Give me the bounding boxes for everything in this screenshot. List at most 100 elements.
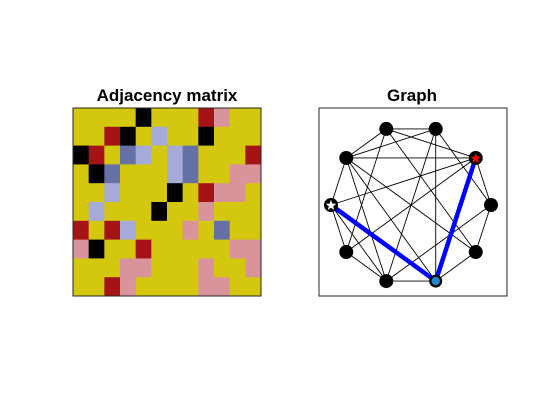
matrix-cell <box>73 183 90 203</box>
matrix-cell <box>135 126 152 146</box>
graph-node <box>379 121 394 136</box>
matrix-cell <box>88 258 105 278</box>
matrix-cell <box>229 239 246 259</box>
matrix-cell <box>73 202 90 222</box>
matrix-cell <box>135 164 152 184</box>
matrix-cell <box>120 220 137 240</box>
matrix-cell <box>245 277 262 297</box>
graph-edge <box>345 157 387 282</box>
matrix-cell <box>88 126 105 146</box>
matrix-cell <box>182 164 199 184</box>
graph-node <box>379 274 394 289</box>
matrix-cell <box>104 108 121 128</box>
matrix-cell <box>135 239 152 259</box>
matrix-cell <box>198 202 215 222</box>
matrix-cell <box>151 239 168 259</box>
matrix-cell <box>167 239 184 259</box>
matrix-cell <box>167 164 184 184</box>
matrix-cell <box>167 258 184 278</box>
adjacency-matrix-title: Adjacency matrix <box>97 86 238 105</box>
matrix-cell <box>214 239 231 259</box>
matrix-cell <box>245 239 262 259</box>
matrix-cell <box>104 145 121 165</box>
adjacency-matrix-cells <box>73 108 262 297</box>
matrix-cell <box>198 258 215 278</box>
matrix-cell <box>229 202 246 222</box>
matrix-cell <box>104 164 121 184</box>
matrix-cell <box>104 126 121 146</box>
matrix-cell <box>73 164 90 184</box>
matrix-cell <box>120 108 137 128</box>
matrix-cell <box>151 126 168 146</box>
matrix-cell <box>88 202 105 222</box>
matrix-cell <box>151 145 168 165</box>
matrix-cell <box>167 108 184 128</box>
matrix-cell <box>214 108 231 128</box>
matrix-cell <box>245 108 262 128</box>
goal-star-icon <box>470 152 482 164</box>
matrix-cell <box>214 277 231 297</box>
matrix-cell <box>151 202 168 222</box>
matrix-cell <box>229 126 246 146</box>
matrix-cell <box>104 183 121 203</box>
matrix-cell <box>88 108 105 128</box>
matrix-cell <box>214 126 231 146</box>
matrix-cell <box>73 277 90 297</box>
graph-edge <box>346 251 387 282</box>
matrix-cell <box>182 183 199 203</box>
matrix-cell <box>182 145 199 165</box>
graph-edge <box>345 128 387 253</box>
adjacency-matrix-frame <box>72 107 262 297</box>
matrix-cell <box>214 164 231 184</box>
graph-path <box>328 155 478 284</box>
matrix-cell <box>73 220 90 240</box>
graph-node <box>339 150 354 165</box>
matrix-cell <box>88 220 105 240</box>
matrix-cell <box>182 220 199 240</box>
matrix-cell <box>104 220 121 240</box>
matrix-cell <box>104 258 121 278</box>
graph-edge <box>346 128 436 159</box>
matrix-cell <box>214 145 231 165</box>
matrix-cell <box>135 258 152 278</box>
matrix-cell <box>198 145 215 165</box>
matrix-cell <box>135 108 152 128</box>
matrix-cell <box>167 145 184 165</box>
matrix-cell <box>167 277 184 297</box>
matrix-cell <box>135 183 152 203</box>
graph-edge <box>330 157 476 206</box>
matrix-cell <box>214 202 231 222</box>
matrix-cell <box>229 220 246 240</box>
matrix-cell <box>88 277 105 297</box>
matrix-cell <box>120 126 137 146</box>
matrix-cell <box>120 277 137 297</box>
matrix-cell <box>214 220 231 240</box>
graph-edge <box>386 204 492 282</box>
matrix-cell <box>120 164 137 184</box>
graph-edge <box>475 157 492 206</box>
matrix-cell <box>182 277 199 297</box>
matrix-cell <box>182 108 199 128</box>
matrix-cell <box>167 202 184 222</box>
matrix-cell <box>88 183 105 203</box>
graph-edge <box>346 157 476 253</box>
matrix-cell <box>135 202 152 222</box>
matrix-cell <box>198 108 215 128</box>
matrix-cell <box>73 258 90 278</box>
matrix-cell <box>73 126 90 146</box>
graph-path-segment <box>433 155 478 284</box>
matrix-cell <box>198 220 215 240</box>
matrix-cell <box>182 126 199 146</box>
matrix-cell <box>198 183 215 203</box>
matrix-cell <box>104 239 121 259</box>
graph-edge <box>330 204 347 253</box>
matrix-cell <box>229 277 246 297</box>
matrix-cell <box>214 183 231 203</box>
graph-edge <box>330 157 347 206</box>
matrix-cell <box>198 239 215 259</box>
graph-node <box>428 121 443 136</box>
matrix-cell <box>229 108 246 128</box>
matrix-cell <box>151 277 168 297</box>
matrix-cell <box>245 183 262 203</box>
